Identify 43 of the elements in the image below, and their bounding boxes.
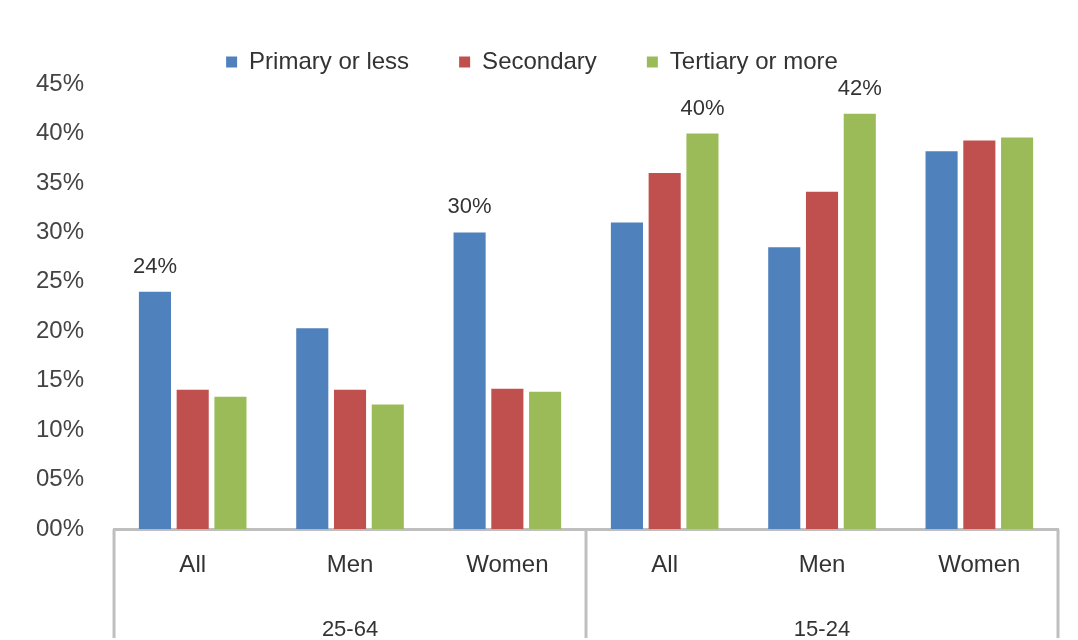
bar: [296, 328, 329, 530]
bar: [963, 140, 996, 530]
legend-label: Primary or less: [249, 46, 410, 74]
x-tick-label: All: [179, 550, 207, 578]
y-tick-label: 45%: [35, 68, 85, 96]
bar: [805, 191, 839, 530]
data-label: 30%: [447, 193, 492, 219]
y-tick-label: 00%: [35, 513, 85, 541]
bar: [214, 396, 247, 530]
legend-label: Tertiary or more: [669, 46, 838, 74]
y-tick-label: 35%: [35, 167, 85, 195]
x-tick-label: Men: [798, 550, 846, 578]
x-tick-label: All: [651, 550, 679, 578]
bar: [843, 113, 876, 530]
text: 15-24: [793, 616, 851, 640]
bar: [453, 232, 486, 530]
x-tick-label: Women: [466, 550, 549, 578]
bar: [686, 133, 719, 530]
legend-label: Secondary: [482, 46, 597, 74]
bar: [1001, 137, 1034, 530]
y-tick-label: 10%: [35, 414, 85, 442]
x-tick-label: Men: [326, 550, 374, 578]
y-tick-label: 40%: [35, 118, 85, 146]
y-tick-label: 05%: [35, 464, 85, 492]
y-tick-label: 30%: [35, 217, 85, 245]
text: 25-64: [321, 616, 379, 640]
bar: [529, 391, 562, 530]
bar: [138, 291, 171, 530]
x-tick-label: Women: [938, 550, 1021, 578]
y-tick-label: 15%: [35, 365, 85, 393]
bar: [925, 151, 958, 530]
bar: [333, 389, 367, 530]
y-tick-label: 20%: [35, 315, 85, 343]
bar: [176, 389, 209, 530]
data-label: 24%: [132, 252, 177, 278]
bar: [371, 404, 404, 530]
data-label: 40%: [680, 94, 725, 120]
bar: [491, 388, 524, 530]
data-label: 42%: [837, 74, 882, 100]
bar: [610, 222, 643, 530]
y-tick-label: 25%: [35, 266, 85, 294]
bar: [648, 173, 681, 530]
bar: [768, 247, 801, 530]
